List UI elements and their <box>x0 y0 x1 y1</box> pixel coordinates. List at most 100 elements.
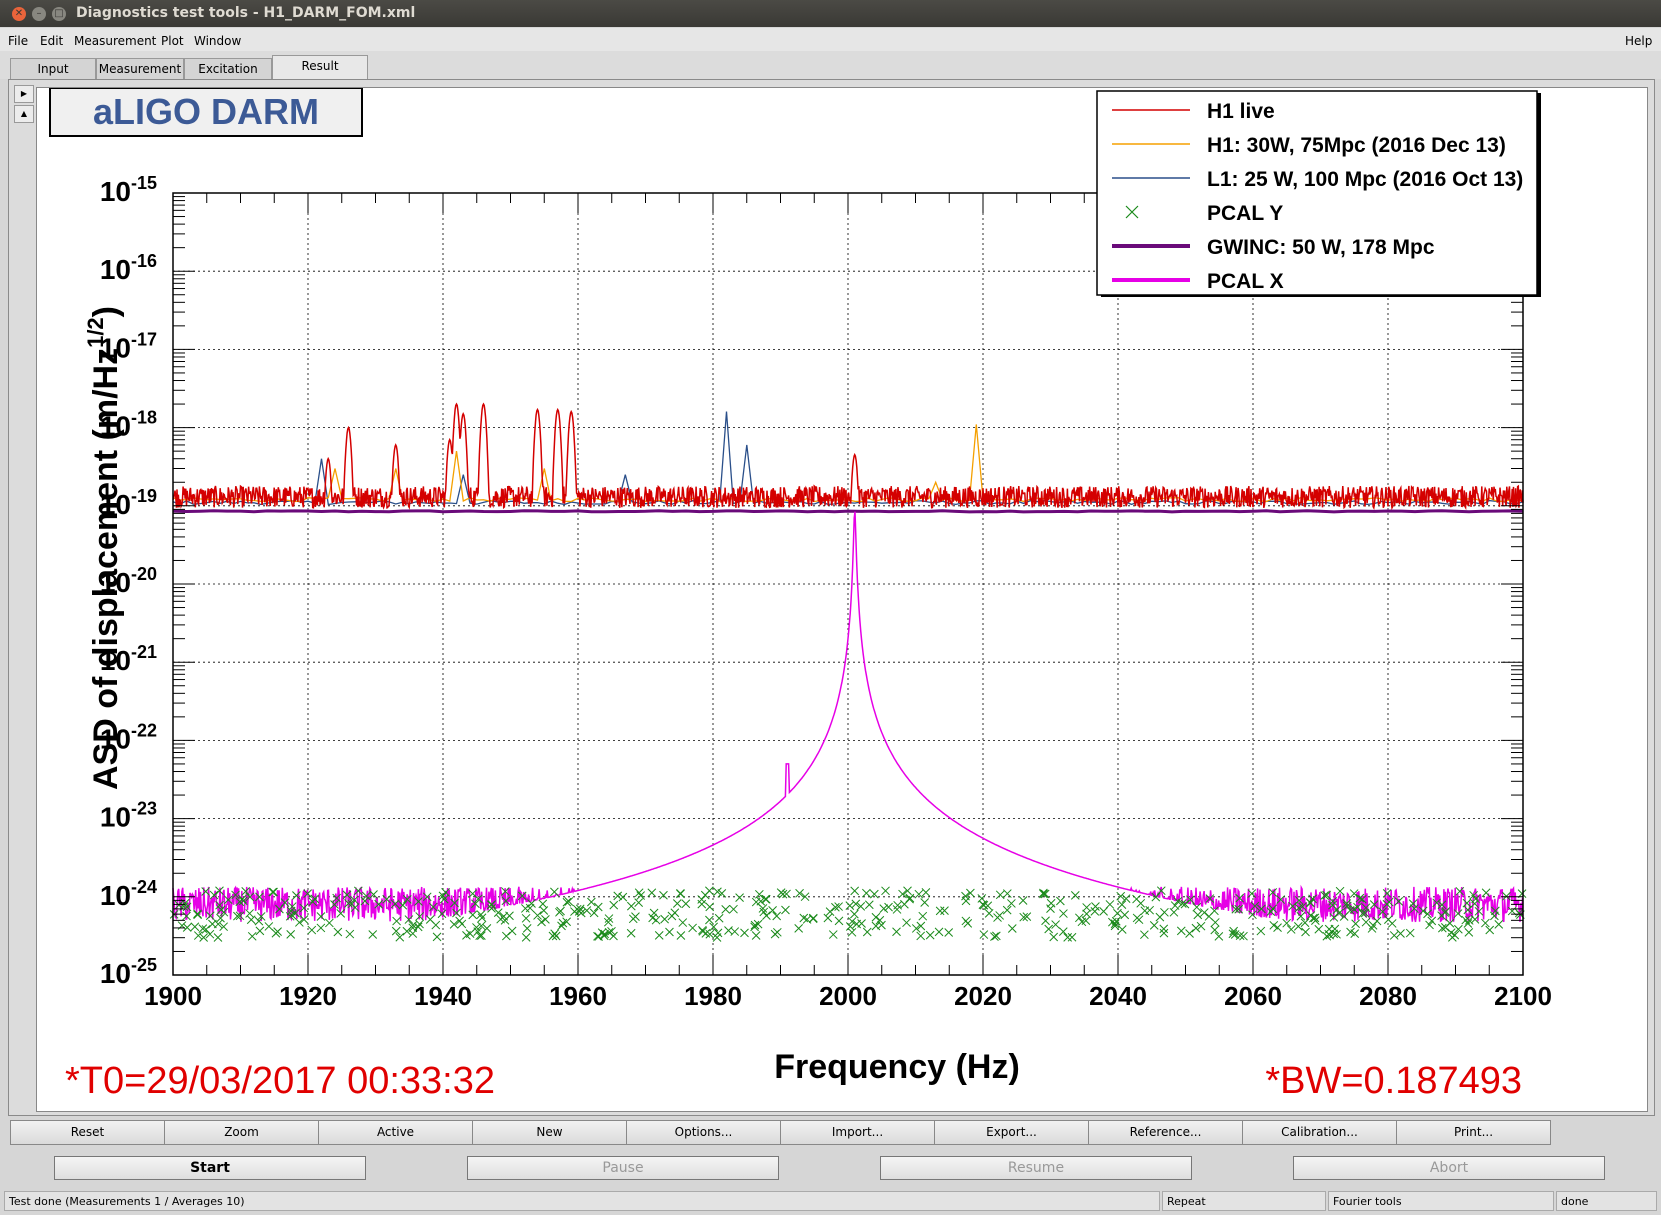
pcal-y-point <box>1396 929 1405 938</box>
active-button[interactable]: Active <box>318 1120 473 1145</box>
pcal-y-point <box>1044 924 1054 934</box>
series-h1-live <box>172 402 1524 511</box>
pcal-y-point <box>800 892 810 902</box>
calibration-button[interactable]: Calibration... <box>1242 1120 1397 1145</box>
pcal-y-point <box>1199 908 1209 917</box>
pcal-y-point <box>921 888 931 897</box>
options-button[interactable]: Options... <box>626 1120 781 1145</box>
pcal-y-point <box>1382 889 1392 898</box>
pause-button[interactable]: Pause <box>467 1156 779 1180</box>
abort-button[interactable]: Abort <box>1293 1156 1605 1180</box>
status-done: done <box>1556 1191 1657 1211</box>
tab-excitation[interactable]: Excitation <box>184 58 272 79</box>
pcal-y-point <box>1273 923 1282 932</box>
pcal-y-point <box>1298 902 1307 912</box>
minimize-icon[interactable]: – <box>32 7 46 21</box>
zoom-button[interactable]: Zoom <box>164 1120 319 1145</box>
pcal-y-point <box>1105 900 1115 909</box>
pcal-y-point <box>1117 900 1127 910</box>
arrow-up-icon[interactable]: ▲ <box>14 105 34 123</box>
menu-window[interactable]: Window <box>194 34 242 48</box>
pcal-y-point <box>717 889 727 898</box>
pcal-y-point <box>496 914 506 924</box>
pcal-y-point <box>823 913 833 923</box>
pcal-y-point <box>216 913 225 923</box>
new-button[interactable]: New <box>472 1120 627 1145</box>
pcal-y-point <box>1310 913 1320 923</box>
pcal-y-point <box>255 892 264 902</box>
pcal-y-point <box>247 931 257 941</box>
pcal-y-point <box>1455 886 1465 896</box>
tab-measurement[interactable]: Measurement <box>96 58 184 79</box>
close-icon[interactable]: ✕ <box>12 7 26 21</box>
pcal-y-point <box>845 922 855 931</box>
pcal-y-point <box>1288 901 1298 911</box>
y-tick-label: 10-18 <box>100 408 157 442</box>
pcal-y-point <box>269 887 278 897</box>
pcal-y-point <box>1454 924 1463 934</box>
pcal-y-point <box>557 921 566 931</box>
pcal-y-point <box>330 900 339 909</box>
legend-label: H1 live <box>1207 100 1275 123</box>
tab-result[interactable]: Result <box>272 55 368 80</box>
asd-chart[interactable]: 10-15 10-16 10-17 10-18 10-19 10-20 10-21 10-22… <box>37 87 1647 1111</box>
start-button[interactable]: Start <box>54 1156 366 1180</box>
pcal-y-point <box>391 926 401 936</box>
pcal-y-point <box>626 928 636 938</box>
pcal-y-point <box>636 891 646 900</box>
title-bar: ✕ – □ Diagnostics test tools - H1_DARM_F… <box>0 0 1661 27</box>
reference-button[interactable]: Reference... <box>1088 1120 1243 1145</box>
pcal-y-point <box>468 910 478 920</box>
pcal-y-point <box>756 896 766 906</box>
pcal-y-point <box>825 907 835 916</box>
tab-input[interactable]: Input <box>10 58 96 79</box>
x-tick-label: 2020 <box>954 981 1012 1011</box>
pcal-y-point <box>1357 894 1367 904</box>
export-button[interactable]: Export... <box>934 1120 1089 1145</box>
print-button[interactable]: Print... <box>1396 1120 1551 1145</box>
pcal-y-point <box>299 915 309 924</box>
pcal-y-point <box>235 911 245 921</box>
pcal-y-point <box>618 892 628 902</box>
menu-help[interactable]: Help <box>1625 34 1653 48</box>
pcal-y-point <box>750 920 760 930</box>
import-button[interactable]: Import... <box>780 1120 935 1145</box>
pcal-y-point <box>1193 910 1203 920</box>
pcal-y-point <box>940 906 949 916</box>
pcal-y-point <box>392 916 401 926</box>
pcal-y-point <box>303 889 313 898</box>
pcal-y-point <box>449 920 459 929</box>
pcal-y-point <box>233 911 242 921</box>
pcal-y-point <box>1350 929 1360 938</box>
pcal-y-point <box>609 900 619 910</box>
pcal-y-point <box>201 925 211 934</box>
menu-file[interactable]: File <box>8 34 29 48</box>
pcal-y-point <box>593 931 602 941</box>
pcal-y-point <box>413 922 423 932</box>
menu-measurement[interactable]: Measurement <box>74 34 157 48</box>
pcal-y-point <box>1296 911 1306 921</box>
pcal-y-point <box>831 902 840 912</box>
menu-edit[interactable]: Edit <box>40 34 64 48</box>
pcal-y-point <box>1294 903 1304 913</box>
pcal-y-point <box>1464 928 1474 937</box>
pcal-y-point <box>1502 891 1511 901</box>
pcal-y-point <box>286 930 296 939</box>
pcal-y-point <box>1248 910 1257 920</box>
arrow-right-icon[interactable]: ▶ <box>14 85 34 103</box>
pcal-y-point <box>1266 907 1276 916</box>
menu-plot[interactable]: Plot <box>161 34 184 48</box>
resume-button[interactable]: Resume <box>880 1156 1192 1180</box>
y-tick-label: 10-21 <box>100 642 157 676</box>
plot-area[interactable]: 10-15 10-16 10-17 10-18 10-19 10-20 10-21 10-22… <box>36 87 1648 1112</box>
pcal-y-point <box>603 917 613 927</box>
pcal-y-point <box>432 932 442 942</box>
pcal-y-point <box>1155 912 1165 922</box>
maximize-icon[interactable]: □ <box>52 7 66 21</box>
y-tick-label: 10-24 <box>100 877 157 911</box>
pcal-y-point <box>934 927 944 937</box>
pcal-y-point <box>1063 933 1073 942</box>
reset-button[interactable]: Reset <box>10 1120 165 1145</box>
pcal-y-point <box>332 893 342 903</box>
pcal-y-point <box>1140 906 1150 916</box>
